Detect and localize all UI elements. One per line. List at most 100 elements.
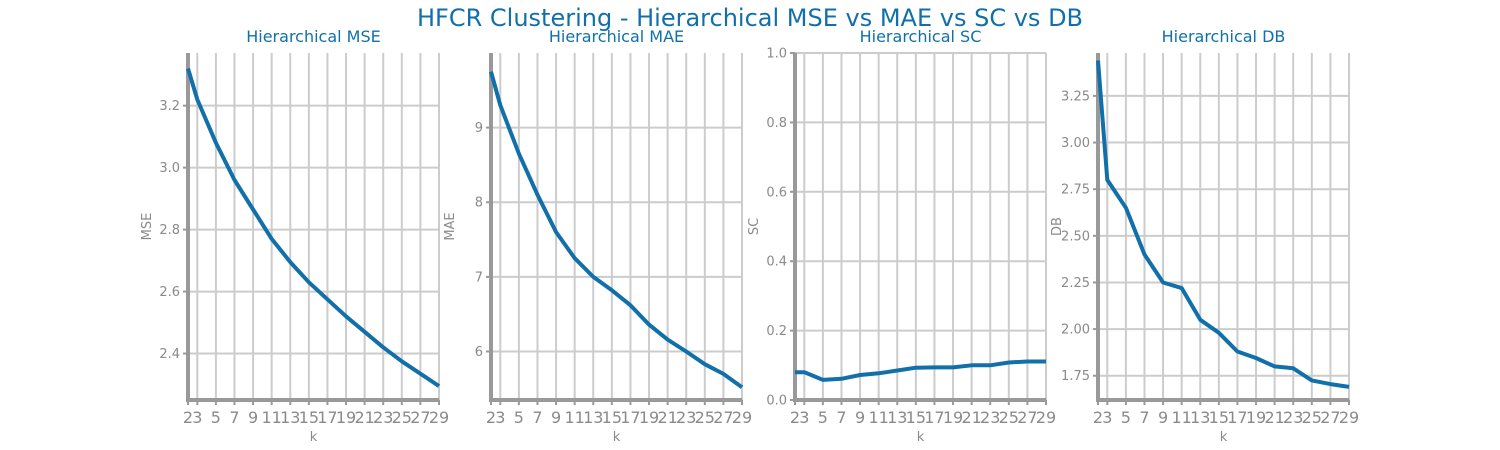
subplot-db: 1.752.002.252.502.753.003.252 3 5 7 9 1113151… [1050,27,1359,445]
x-tick-label: 25 [695,408,715,427]
x-tick-label: 29 [1339,408,1359,427]
x-axis-label: k [310,430,318,445]
y-tick-label: 7 [475,270,483,285]
x-tick-label: 9 [1158,408,1168,427]
y-tick-label: 3.0 [159,161,180,176]
x-tick-label: 19 [639,408,659,427]
x-tick-label: 11 [564,408,584,427]
y-tick-label: 2.8 [159,223,180,238]
x-tick-label: 5 [1121,408,1131,427]
x-tick-label: 17 [1227,408,1247,427]
y-axis-label: DB [1050,217,1065,236]
subplot-title: Hierarchical DB [1162,27,1286,46]
x-tick-label: 2 [486,408,496,427]
x-tick-label: 7 [836,408,846,427]
x-tick-label: 5 [818,408,828,427]
y-tick-label: 2.00 [1061,323,1090,338]
x-tick-label: 15 [602,408,622,427]
y-axis-label: MSE [140,213,155,241]
x-tick-label: 3 [192,408,202,427]
y-tick-label: 2.75 [1061,183,1090,198]
x-tick-label: 2 [1093,408,1103,427]
series-line [795,359,1046,382]
y-tick-label: 6 [475,345,483,360]
x-tick-label: 29 [732,408,752,427]
y-tick-label: 3.25 [1061,89,1090,104]
x-tick-label: 9 [551,408,561,427]
x-tick-label: 3 [799,408,809,427]
x-tick-label: 15 [906,408,926,427]
y-tick-label: 8 [475,196,483,211]
x-tick-label: 23 [980,408,1000,427]
y-tick-label: 9 [475,121,483,136]
x-tick-label: 21 [354,408,374,427]
y-tick-label: 2.25 [1061,276,1090,291]
x-tick-label: 25 [1302,408,1322,427]
x-tick-label: 15 [299,408,319,427]
x-tick-label: 17 [924,408,944,427]
x-tick-label: 9 [855,408,865,427]
series-line [186,67,441,388]
subplot-title: Hierarchical MAE [549,27,684,46]
x-tick-label: 21 [657,408,677,427]
x-tick-label: 21 [1264,408,1284,427]
x-tick-label: 11 [868,408,888,427]
x-tick-label: 27 [1320,408,1340,427]
y-tick-label: 2.50 [1061,229,1090,244]
x-tick-label: 15 [1209,408,1229,427]
x-tick-label: 7 [532,408,542,427]
x-tick-label: 27 [410,408,430,427]
y-tick-label: 1.75 [1061,369,1090,384]
x-tick-label: 13 [583,408,603,427]
x-tick-label: 13 [280,408,300,427]
y-tick-label: 2.4 [159,347,180,362]
y-tick-label: 1.0 [766,47,787,62]
y-tick-label: 0.0 [766,394,787,409]
x-axis-label: k [613,430,621,445]
x-tick-label: 19 [943,408,963,427]
figure-title: HFCR Clustering - Hierarchical MSE vs MA… [416,4,1084,32]
y-tick-label: 0.4 [766,255,787,270]
x-tick-label: 11 [261,408,281,427]
x-tick-label: 23 [676,408,696,427]
x-tick-label: 5 [514,408,524,427]
subplot-mse: 2.42.62.83.03.22 3 5 7 9 11131517192123252729… [140,27,449,445]
x-axis-label: k [917,430,925,445]
x-tick-label: 21 [961,408,981,427]
x-tick-label: 13 [887,408,907,427]
x-tick-label: 19 [336,408,356,427]
x-tick-label: 9 [248,408,258,427]
x-tick-label: 7 [229,408,239,427]
x-tick-label: 7 [1139,408,1149,427]
x-tick-label: 2 [183,408,193,427]
x-tick-label: 13 [1190,408,1210,427]
x-tick-label: 23 [1283,408,1303,427]
y-tick-label: 0.2 [766,324,787,339]
x-tick-label: 3 [495,408,505,427]
y-tick-label: 3.2 [159,99,180,114]
x-tick-label: 23 [373,408,393,427]
series-line [489,71,744,389]
series-line [1096,60,1350,389]
subplot-title: Hierarchical SC [860,27,982,46]
subplot-title: Hierarchical MSE [246,27,381,46]
x-tick-label: 11 [1171,408,1191,427]
x-axis-label: k [1220,430,1228,445]
y-tick-label: 2.6 [159,285,180,300]
x-tick-label: 17 [317,408,337,427]
subplot-sc: 0.00.20.40.60.81.02 3 5 7 9 11131517192123252… [747,27,1056,445]
x-tick-label: 27 [713,408,733,427]
x-tick-label: 5 [211,408,221,427]
x-tick-label: 29 [429,408,449,427]
y-axis-label: MAE [443,212,458,240]
x-tick-label: 3 [1102,408,1112,427]
x-tick-label: 2 [790,408,800,427]
y-tick-label: 3.00 [1061,136,1090,151]
x-tick-label: 29 [1036,408,1056,427]
x-tick-label: 25 [392,408,412,427]
x-tick-label: 27 [1017,408,1037,427]
y-axis-label: SC [747,218,762,235]
